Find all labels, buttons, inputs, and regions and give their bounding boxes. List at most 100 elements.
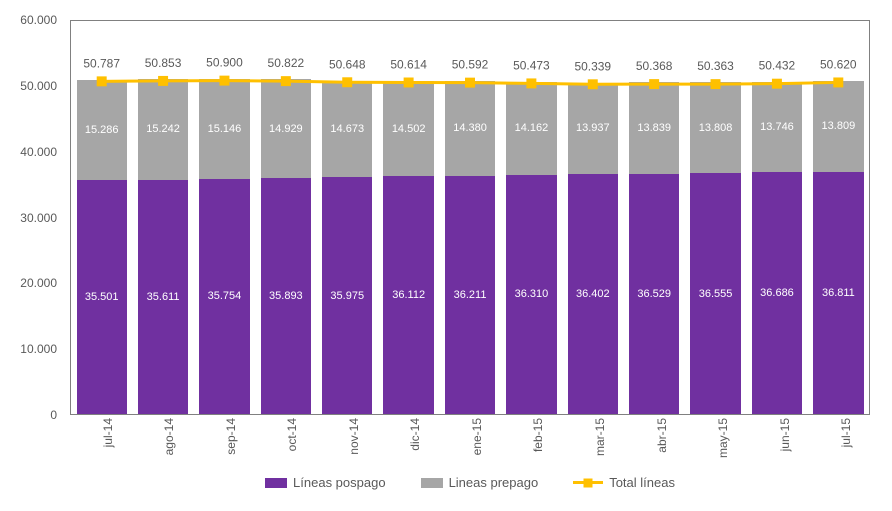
x-tick-cell: jul-15: [808, 418, 870, 473]
bar-value-label: 14.929: [269, 123, 303, 135]
bar-segment-prepago: 14.162: [506, 82, 556, 175]
x-tick-label: ene-15: [470, 418, 484, 455]
bar-value-label: 36.555: [699, 288, 733, 300]
bar-group: 35.975 14.673: [317, 21, 378, 414]
legend-item: Lineas prepago: [421, 475, 539, 490]
bar-group: 36.686 13.746: [746, 21, 807, 414]
bar-segment-pospago: 36.555: [690, 173, 740, 414]
bar-group: 36.555 13.808: [685, 21, 746, 414]
y-axis: 010.00020.00030.00040.00050.00060.000: [10, 20, 65, 415]
bar-segment-pospago: 36.211: [445, 176, 495, 414]
x-tick-cell: ago-14: [132, 418, 194, 473]
bar-segment-pospago: 35.611: [138, 180, 188, 414]
legend-swatch: [265, 478, 287, 488]
bar-group: 35.501 15.286: [71, 21, 132, 414]
bar-value-label: 35.893: [269, 290, 303, 302]
bar-value-label: 35.501: [85, 291, 119, 303]
bar-stack: 35.501 15.286: [77, 80, 127, 414]
chart-container: 010.00020.00030.00040.00050.00060.000 35…: [10, 10, 880, 500]
legend-item: Total líneas: [573, 475, 675, 490]
x-tick-label: may-15: [716, 418, 730, 458]
bar-segment-pospago: 36.686: [752, 172, 802, 414]
x-tick-label: jun-15: [778, 418, 792, 451]
bar-segment-pospago: 36.811: [813, 172, 863, 414]
bar-value-label: 36.529: [637, 288, 671, 300]
x-tick-label: nov-14: [347, 418, 361, 455]
bar-value-label: 14.162: [515, 122, 549, 134]
x-tick-label: sep-14: [224, 418, 238, 455]
bar-segment-prepago: 13.809: [813, 81, 863, 172]
bar-group: 35.611 15.242: [132, 21, 193, 414]
bar-value-label: 13.808: [699, 122, 733, 134]
bar-stack: 36.310 14.162: [506, 82, 556, 414]
bar-value-label: 14.673: [330, 123, 364, 135]
bar-value-label: 15.286: [85, 124, 119, 136]
x-tick-cell: jun-15: [747, 418, 809, 473]
x-tick-cell: ene-15: [439, 418, 501, 473]
x-axis: jul-14 ago-14 sep-14 oct-14 nov-14 dic-14 ene-…: [70, 418, 870, 473]
y-tick-label: 20.000: [20, 276, 57, 290]
bar-group: 36.529 13.839: [624, 21, 685, 414]
bar-value-label: 36.211: [454, 289, 487, 301]
bar-segment-prepago: 14.380: [445, 81, 495, 176]
bar-value-label: 13.839: [637, 122, 671, 134]
bar-group: 36.112 14.502: [378, 21, 439, 414]
bar-stack: 35.611 15.242: [138, 79, 188, 414]
bar-stack: 36.686 13.746: [752, 82, 802, 414]
x-tick-label: mar-15: [593, 418, 607, 456]
bar-segment-pospago: 36.310: [506, 175, 556, 414]
bar-value-label: 15.146: [208, 123, 242, 135]
bar-value-label: 14.502: [392, 123, 426, 135]
x-tick-label: oct-14: [285, 418, 299, 451]
bar-segment-prepago: 15.286: [77, 80, 127, 181]
bar-stack: 35.754 15.146: [199, 79, 249, 414]
plot-area: 35.501 15.286 35.611 15.242 35.754 15.146 35.8…: [70, 20, 870, 415]
bar-segment-pospago: 36.112: [383, 176, 433, 414]
bar-stack: 36.112 14.502: [383, 81, 433, 414]
bar-segment-prepago: 15.242: [138, 79, 188, 179]
bar-value-label: 36.811: [822, 287, 855, 299]
x-tick-cell: feb-15: [501, 418, 563, 473]
bar-segment-pospago: 35.893: [261, 178, 311, 414]
x-tick-label: jul-15: [839, 418, 853, 447]
bar-value-label: 35.754: [208, 290, 242, 302]
bar-segment-prepago: 14.929: [261, 79, 311, 177]
x-tick-cell: nov-14: [316, 418, 378, 473]
legend-swatch: [421, 478, 443, 488]
bar-stack: 36.811 13.809: [813, 81, 863, 414]
bar-group: 36.402 13.937: [562, 21, 623, 414]
y-tick-label: 50.000: [20, 79, 57, 93]
x-tick-cell: mar-15: [562, 418, 624, 473]
bar-segment-prepago: 13.937: [568, 83, 618, 175]
x-tick-label: dic-14: [408, 418, 422, 451]
bar-stack: 36.402 13.937: [568, 83, 618, 414]
bar-group: 36.811 13.809: [808, 21, 869, 414]
y-tick-label: 30.000: [20, 211, 57, 225]
y-tick-label: 0: [50, 408, 57, 422]
bar-value-label: 36.402: [576, 288, 610, 300]
bar-value-label: 35.611: [147, 291, 180, 303]
x-tick-label: jul-14: [101, 418, 115, 447]
legend-line-icon: [573, 481, 603, 484]
bar-segment-prepago: 13.808: [690, 82, 740, 173]
bars-wrap: 35.501 15.286 35.611 15.242 35.754 15.146 35.8…: [71, 21, 869, 414]
bar-group: 35.754 15.146: [194, 21, 255, 414]
bar-value-label: 35.975: [330, 290, 364, 302]
legend-label: Lineas prepago: [449, 475, 539, 490]
bar-value-label: 13.746: [760, 121, 794, 133]
bar-stack: 36.529 13.839: [629, 82, 679, 414]
y-tick-label: 60.000: [20, 13, 57, 27]
x-tick-cell: abr-15: [624, 418, 686, 473]
bar-value-label: 14.380: [453, 122, 487, 134]
bar-segment-pospago: 35.975: [322, 177, 372, 414]
bar-stack: 36.555 13.808: [690, 82, 740, 414]
x-tick-cell: jul-14: [70, 418, 132, 473]
x-tick-label: ago-14: [162, 418, 176, 455]
legend-item: Líneas pospago: [265, 475, 386, 490]
bar-value-label: 36.686: [760, 287, 794, 299]
bar-group: 36.211 14.380: [439, 21, 500, 414]
x-tick-cell: may-15: [685, 418, 747, 473]
legend: Líneas pospago Lineas prepago Total líneas: [70, 475, 870, 490]
bar-segment-prepago: 14.673: [322, 81, 372, 178]
bar-value-label: 15.242: [146, 123, 180, 135]
